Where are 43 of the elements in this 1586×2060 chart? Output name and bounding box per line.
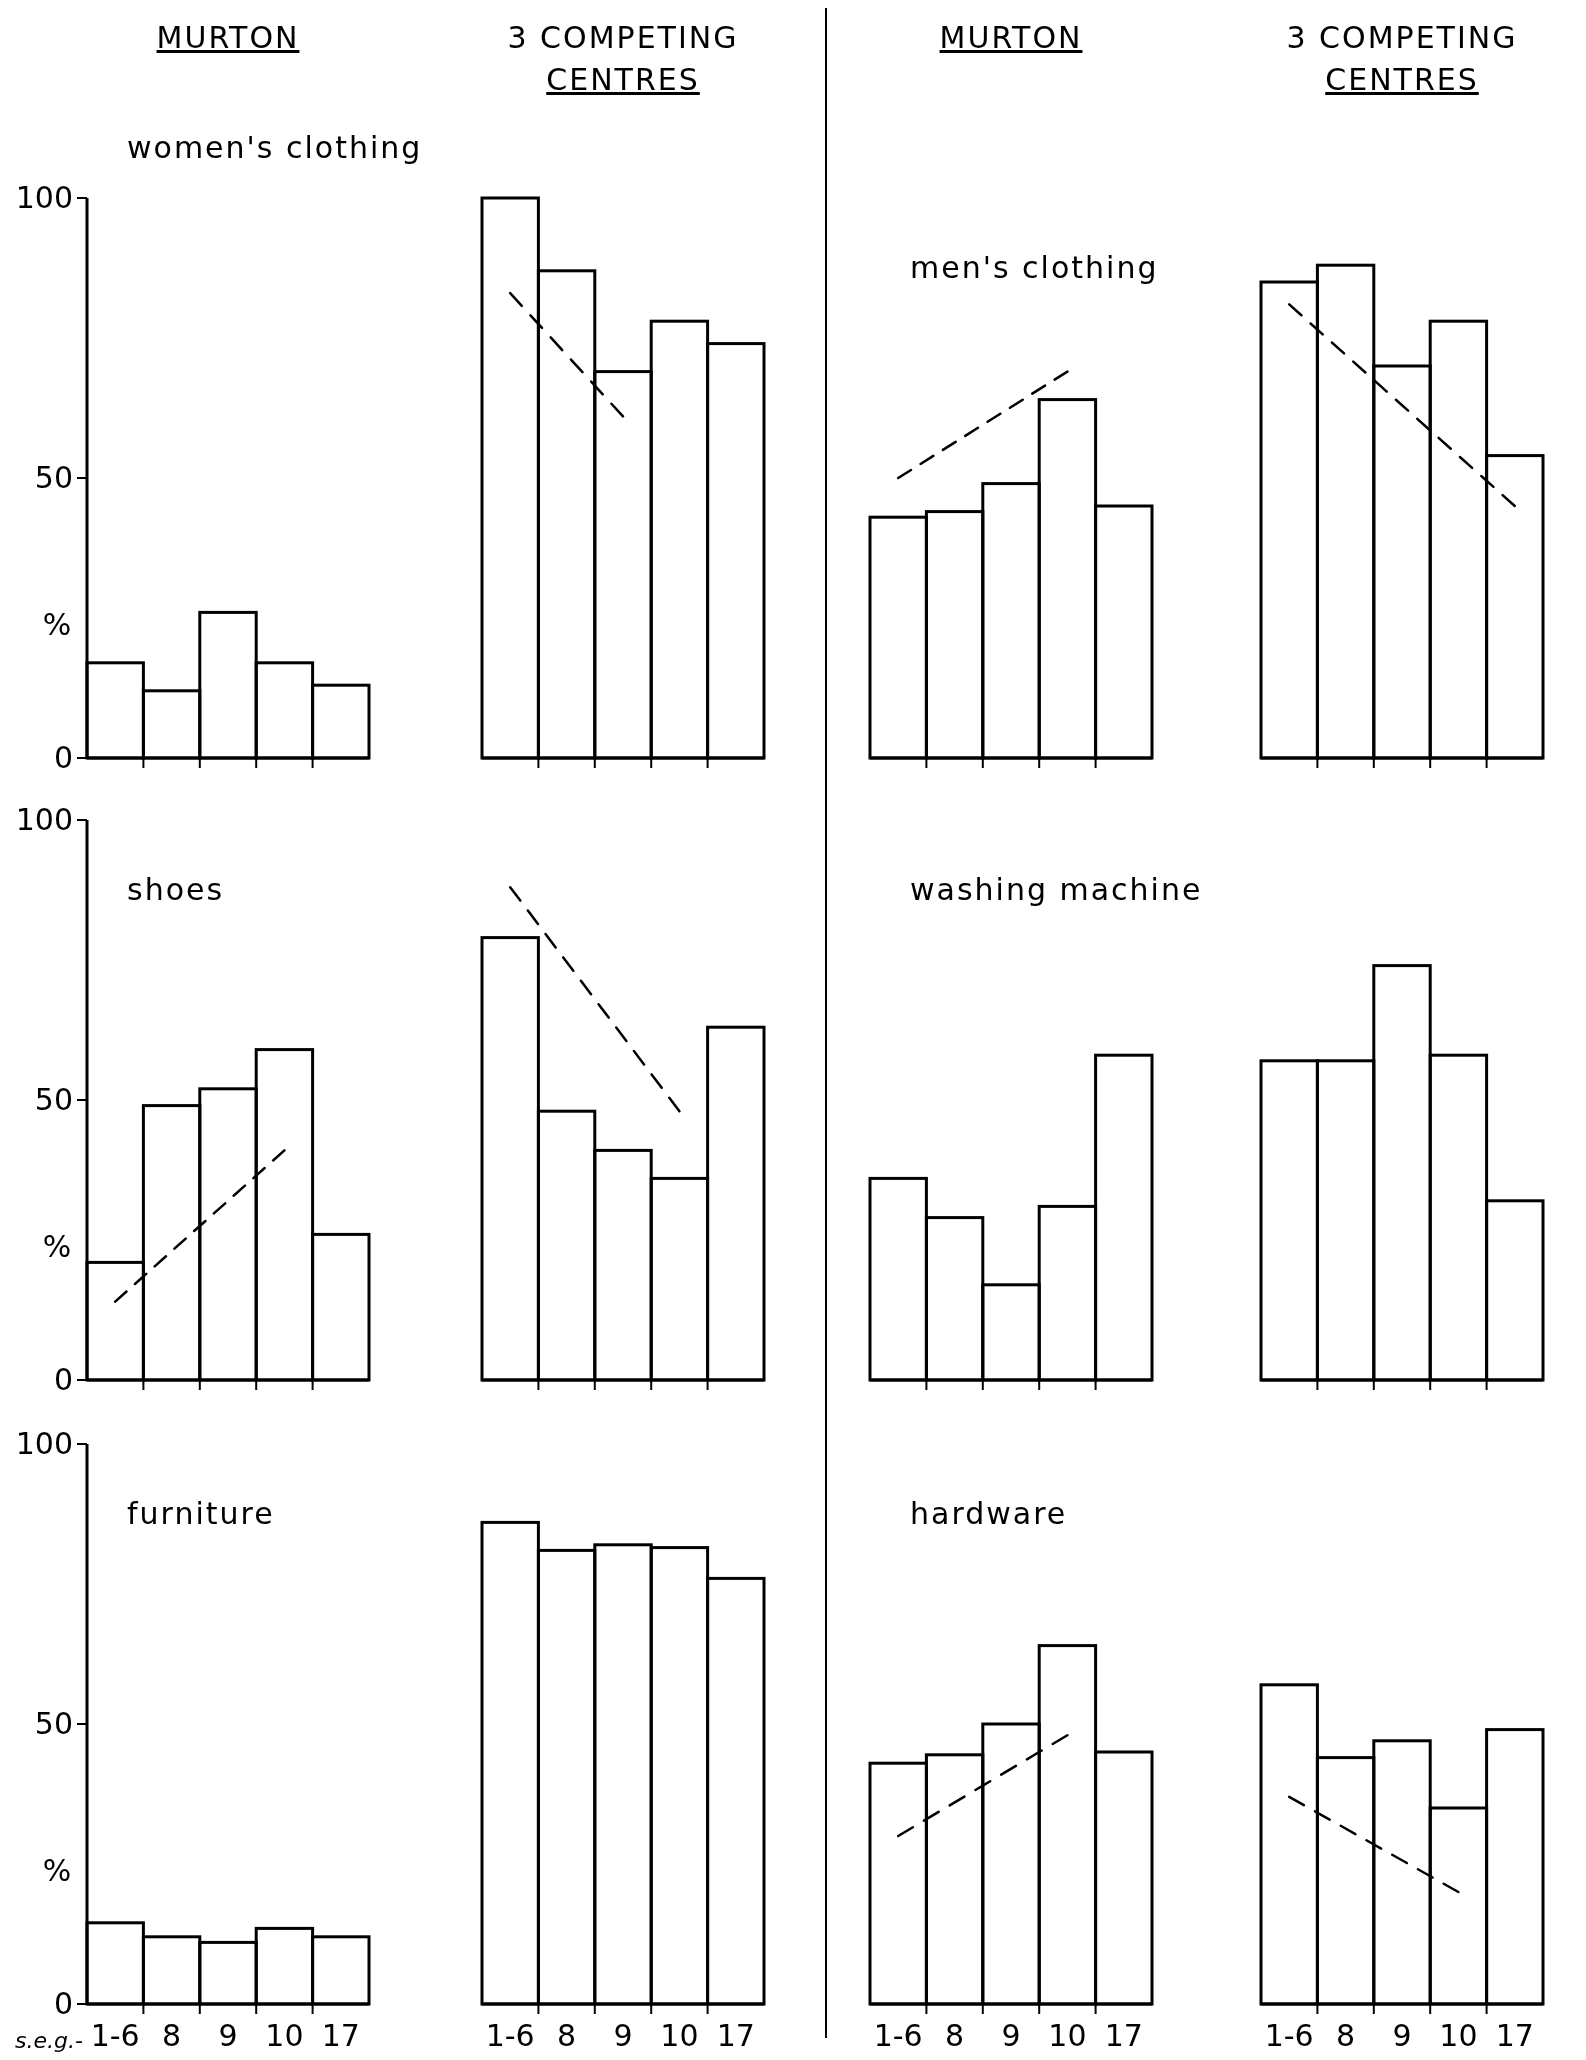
x-tick-label: 1-6 bbox=[90, 2018, 140, 2053]
x-tick-label: 8 bbox=[945, 2018, 965, 2053]
x-tick-label: 9 bbox=[613, 2018, 633, 2053]
x-tick-label: 10 bbox=[1048, 2018, 1087, 2053]
x-tick-label: 1-6 bbox=[1264, 2018, 1314, 2053]
chart-title: MURTON bbox=[939, 20, 1083, 55]
y-axis-title: % bbox=[42, 1852, 72, 1888]
y-tick-label: 50 bbox=[34, 460, 73, 495]
x-axis-title: s.e.g.- bbox=[15, 2028, 84, 2053]
chart-title: MURTON bbox=[156, 20, 300, 55]
y-tick-label: 100 bbox=[15, 802, 73, 837]
text: shoes bbox=[127, 872, 225, 907]
y-tick-label: 0 bbox=[53, 1986, 73, 2021]
x-tick-label: 17 bbox=[1495, 2018, 1534, 2053]
x-tick-label: 10 bbox=[1439, 2018, 1478, 2053]
x-tick-label: 17 bbox=[1104, 2018, 1143, 2053]
text: hardware bbox=[910, 1496, 1068, 1531]
y-tick-label: 100 bbox=[15, 180, 73, 215]
x-tick-label: 8 bbox=[162, 2018, 182, 2053]
y-axis-title: % bbox=[42, 606, 72, 642]
x-tick-label: 8 bbox=[557, 2018, 577, 2053]
y-tick-label: 100 bbox=[15, 1426, 73, 1461]
x-tick-label: 10 bbox=[660, 2018, 699, 2053]
chart-subtitle: women's clothing bbox=[127, 130, 423, 165]
x-tick-label: 1-6 bbox=[485, 2018, 535, 2053]
x-tick-label: 9 bbox=[218, 2018, 238, 2053]
y-axis-title: % bbox=[42, 1228, 72, 1264]
text: furniture bbox=[127, 1496, 275, 1531]
x-tick-label: 8 bbox=[1336, 2018, 1356, 2053]
x-tick-label: 17 bbox=[321, 2018, 360, 2053]
text: washing machine bbox=[910, 872, 1203, 907]
x-tick-label: 9 bbox=[1392, 2018, 1412, 2053]
x-tick-label: 10 bbox=[265, 2018, 304, 2053]
y-tick-label: 50 bbox=[34, 1706, 73, 1741]
y-tick-label: 50 bbox=[34, 1082, 73, 1117]
chart-title: 3 COMPETING CENTRES bbox=[1286, 20, 1518, 97]
x-tick-label: 9 bbox=[1001, 2018, 1021, 2053]
chart-title: 3 COMPETING CENTRES bbox=[507, 20, 739, 97]
y-tick-label: 0 bbox=[53, 1362, 73, 1397]
text: men's clothing bbox=[910, 250, 1159, 285]
y-tick-label: 0 bbox=[53, 740, 73, 775]
x-tick-label: 17 bbox=[716, 2018, 755, 2053]
x-tick-label: 1-6 bbox=[873, 2018, 923, 2053]
